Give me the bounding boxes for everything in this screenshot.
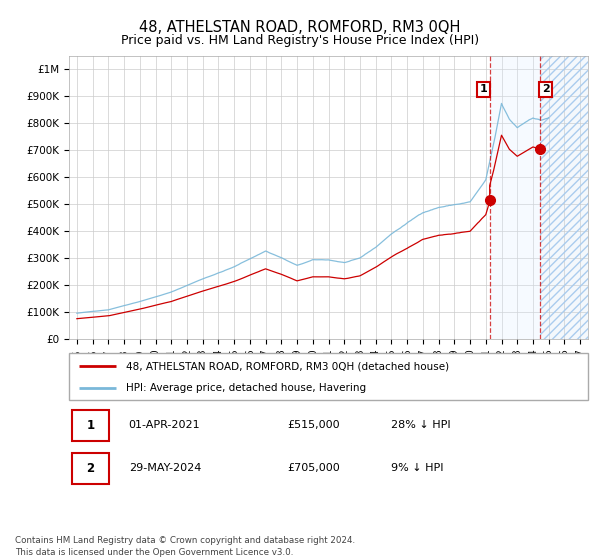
Text: £515,000: £515,000 (287, 421, 340, 430)
Text: 1: 1 (86, 419, 94, 432)
Text: 01-APR-2021: 01-APR-2021 (128, 421, 200, 430)
Text: Contains HM Land Registry data © Crown copyright and database right 2024.
This d: Contains HM Land Registry data © Crown c… (15, 536, 355, 557)
Text: 28% ↓ HPI: 28% ↓ HPI (391, 421, 451, 430)
Text: 9% ↓ HPI: 9% ↓ HPI (391, 464, 443, 473)
Text: 29-MAY-2024: 29-MAY-2024 (128, 464, 201, 473)
Text: 1: 1 (479, 85, 487, 94)
FancyBboxPatch shape (71, 453, 109, 484)
FancyBboxPatch shape (71, 410, 109, 441)
Text: 48, ATHELSTAN ROAD, ROMFORD, RM3 0QH: 48, ATHELSTAN ROAD, ROMFORD, RM3 0QH (139, 20, 461, 35)
Text: Price paid vs. HM Land Registry's House Price Index (HPI): Price paid vs. HM Land Registry's House … (121, 34, 479, 46)
Bar (539, 56, 588, 339)
Text: £705,000: £705,000 (287, 464, 340, 473)
Text: 2: 2 (542, 85, 550, 94)
Bar (490, 56, 539, 339)
Text: 2: 2 (86, 462, 94, 475)
Bar (539, 56, 588, 339)
Text: HPI: Average price, detached house, Havering: HPI: Average price, detached house, Have… (126, 383, 366, 393)
FancyBboxPatch shape (69, 353, 588, 400)
Text: 48, ATHELSTAN ROAD, ROMFORD, RM3 0QH (detached house): 48, ATHELSTAN ROAD, ROMFORD, RM3 0QH (de… (126, 361, 449, 371)
